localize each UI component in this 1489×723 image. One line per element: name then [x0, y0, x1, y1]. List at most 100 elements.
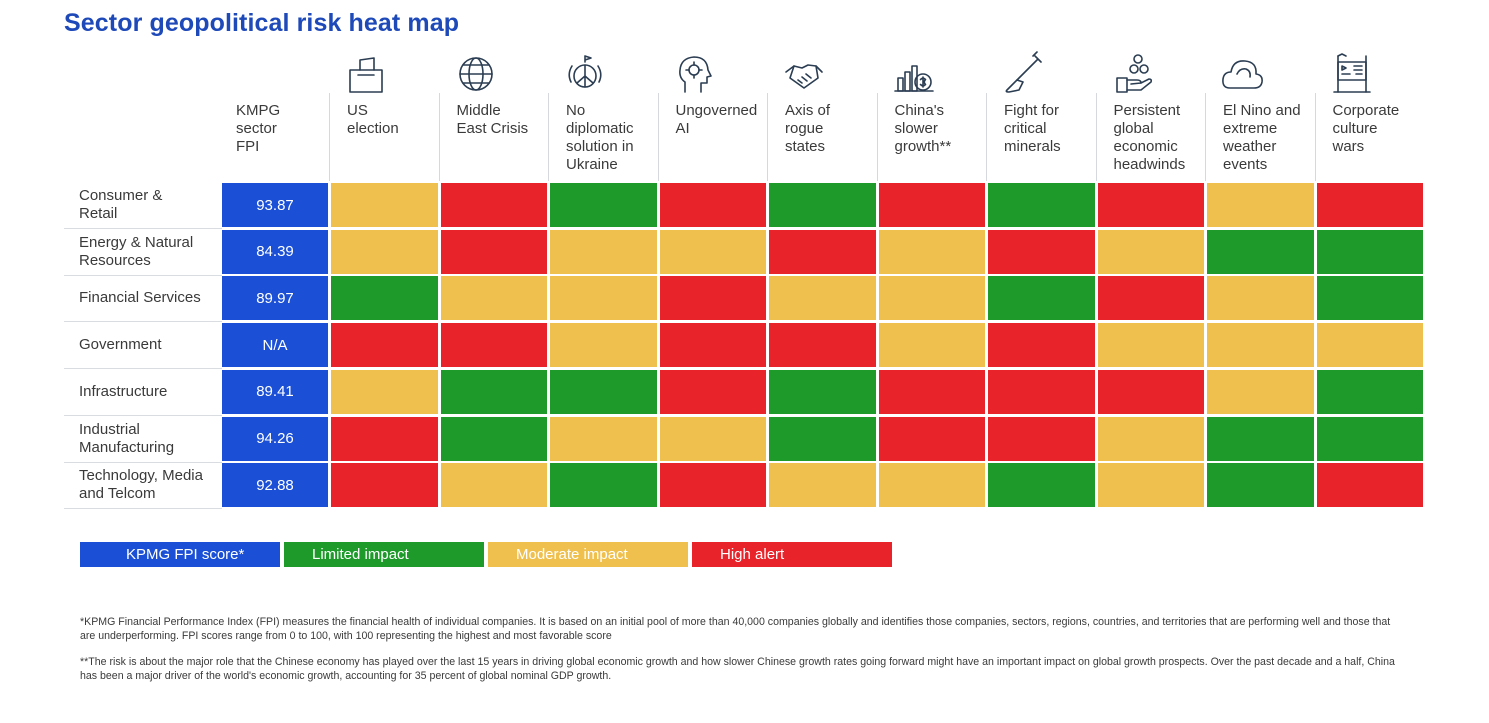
legend-item-high: High alert [692, 542, 892, 567]
impact-cell [769, 369, 876, 414]
column-separator [438, 93, 440, 181]
shovel-icon [1001, 51, 1045, 96]
impact-cell [440, 229, 547, 274]
row-separator [64, 368, 222, 370]
impact-cell [769, 416, 876, 461]
sector-label: Technology, Media and Telcom [79, 467, 203, 503]
fpi-score-cell: 89.41 [222, 369, 328, 414]
impact-cell [878, 276, 985, 321]
column-header: Persistent global economic headwinds [1113, 102, 1186, 173]
impact-cell [440, 183, 547, 227]
impact-cell [1097, 183, 1204, 227]
column-header: China's slower growth** [894, 102, 952, 155]
legend-item-moderate: Moderate impact [488, 542, 688, 567]
impact-cell [1316, 276, 1423, 321]
column-separator [1205, 93, 1206, 181]
impact-cell [1097, 276, 1204, 321]
impact-cell [1316, 369, 1423, 414]
legend-label: Moderate impact [516, 546, 628, 563]
column-header: Fight for critical minerals [1004, 102, 1061, 155]
fpi-score-cell: 84.39 [222, 229, 328, 274]
impact-cell [1207, 229, 1314, 274]
ai-head-icon [673, 52, 717, 96]
globe-icon [454, 52, 498, 96]
heatmap-grid: KMPG sector FPI US election Middle East Cr… [64, 46, 1424, 510]
impact-cell [769, 229, 876, 274]
impact-cell [659, 183, 766, 227]
peace-globe-icon [563, 52, 607, 96]
cloud-icon [1220, 52, 1264, 96]
impact-cell [988, 369, 1095, 414]
column-separator [1095, 93, 1097, 181]
impact-cell [988, 463, 1095, 508]
column-separator [657, 93, 659, 181]
impact-cell [1097, 323, 1204, 368]
sector-label: Financial Services [79, 289, 201, 307]
column-header: No diplomatic solution in Ukraine [566, 102, 634, 173]
impact-cell [331, 229, 438, 274]
impact-cell [1207, 463, 1314, 508]
column-separator [767, 93, 768, 181]
row-separator [64, 274, 222, 276]
impact-cell [1097, 416, 1204, 461]
impact-cell [331, 463, 438, 508]
impact-cell [1207, 323, 1314, 368]
fpi-score-cell: 89.97 [222, 276, 328, 321]
impact-cell [1316, 416, 1423, 461]
column-separator [986, 93, 987, 181]
impact-cell [988, 416, 1095, 461]
impact-cell [1316, 463, 1423, 508]
impact-cell [769, 183, 876, 227]
impact-cell [440, 463, 547, 508]
impact-cell [659, 463, 766, 508]
coins-bar-icon [892, 52, 936, 96]
impact-cell [1316, 183, 1423, 227]
hand-coins-icon [1111, 52, 1155, 96]
impact-cell [1097, 369, 1204, 414]
impact-cell [440, 369, 547, 414]
fpi-score-cell: 92.88 [222, 463, 328, 508]
impact-cell [1207, 416, 1314, 461]
sector-label: Infrastructure [79, 382, 168, 400]
column-header: Axis of rogue states [785, 102, 831, 155]
row-separator [64, 414, 222, 416]
impact-cell [1097, 463, 1204, 508]
sector-label: Industrial Manufacturing [79, 420, 175, 456]
impact-cell [878, 416, 985, 461]
sector-label: Government [79, 336, 162, 354]
impact-cell [988, 323, 1095, 368]
row-separator [64, 321, 222, 323]
footnote-fpi: *KPMG Financial Performance Index (FPI) … [80, 616, 1391, 642]
impact-cell [878, 323, 985, 368]
impact-cell [769, 463, 876, 508]
impact-cell [1207, 183, 1314, 227]
impact-cell [440, 323, 547, 368]
legend-label: Limited impact [312, 546, 409, 563]
impact-cell [550, 463, 657, 508]
row-separator [64, 508, 222, 510]
impact-cell [878, 463, 985, 508]
impact-cell [331, 323, 438, 368]
impact-cell [769, 323, 876, 368]
handshake-icon [782, 52, 826, 96]
impact-cell [1097, 229, 1204, 274]
column-header: El Nino and extreme weather events [1223, 102, 1301, 173]
footnote-china: **The risk is about the major role that … [80, 656, 1395, 682]
row-separator [64, 228, 222, 229]
impact-cell [331, 369, 438, 414]
impact-cell [331, 416, 438, 461]
chart-title: Sector geopolitical risk heat map [64, 9, 460, 37]
impact-cell [1207, 276, 1314, 321]
column-header: US election [347, 102, 399, 137]
impact-cell [440, 276, 547, 321]
impact-cell [1316, 323, 1423, 368]
impact-cell [878, 229, 985, 274]
impact-cell [769, 276, 876, 321]
impact-cell [659, 416, 766, 461]
impact-cell [1207, 369, 1314, 414]
impact-cell [659, 369, 766, 414]
impact-cell [988, 229, 1095, 274]
impact-cell [988, 276, 1095, 321]
column-separator [1314, 93, 1316, 181]
impact-cell [878, 369, 985, 414]
